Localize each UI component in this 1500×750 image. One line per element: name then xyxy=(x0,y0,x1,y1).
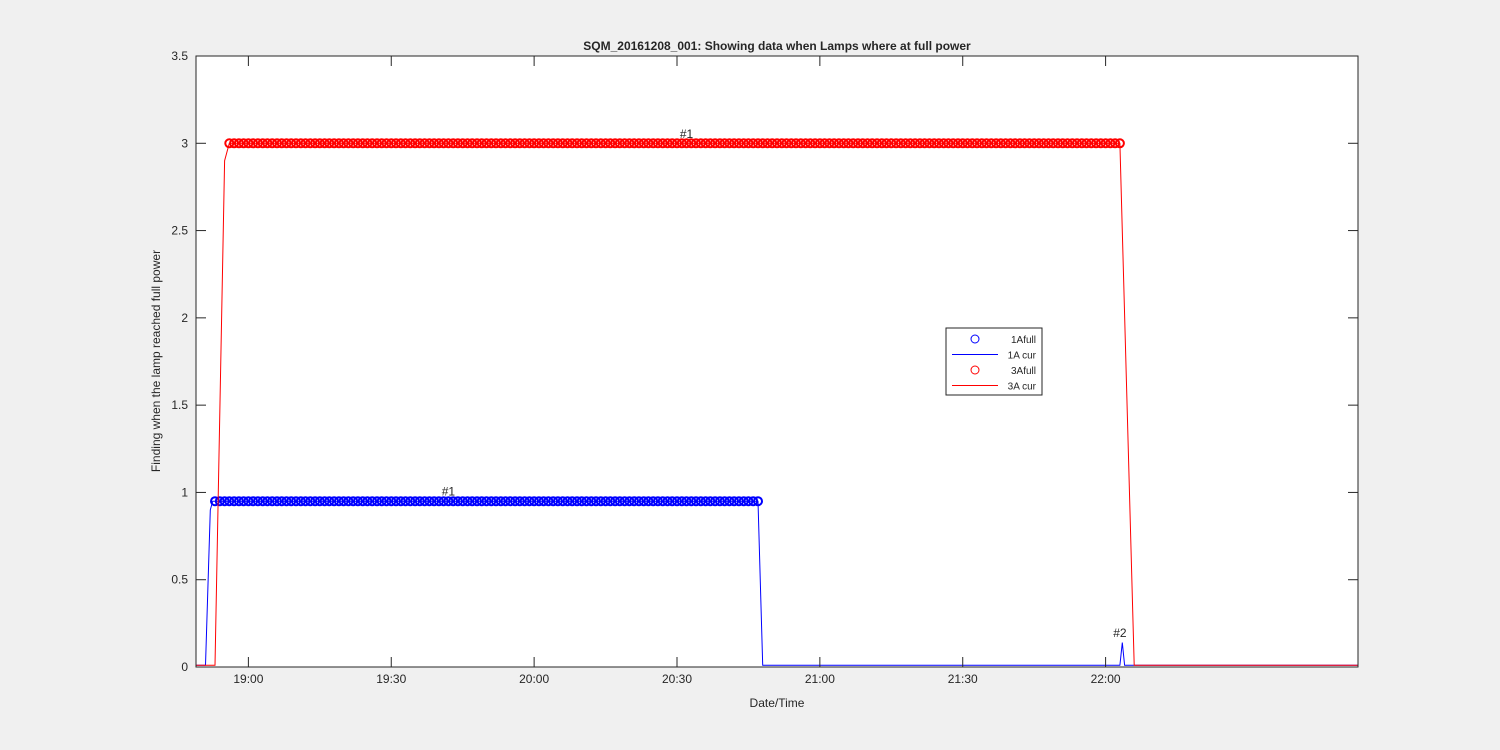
legend-marker-swatch xyxy=(970,334,980,344)
x-tick-label: 20:00 xyxy=(519,672,549,686)
y-tick-label: 1.5 xyxy=(171,398,188,412)
legend-label: 3Afull xyxy=(1011,366,1036,377)
ticks-layer: 19:00 19:30 20:00 20:30 21:00 21:30 22:00 0 0.5 1… xyxy=(171,49,1358,686)
annotations-layer: #1 #1 #2 xyxy=(442,127,1127,640)
annotation-label: #1 xyxy=(442,485,456,499)
y-tick-label: 2.5 xyxy=(171,224,188,238)
annotation-label: #1 xyxy=(680,127,694,141)
x-tick-label: 19:30 xyxy=(376,672,406,686)
legend-marker-swatch xyxy=(970,365,980,375)
y-tick-label: 2 xyxy=(181,311,188,325)
legend-label: 1Afull xyxy=(1011,335,1036,346)
series-line-3 xyxy=(196,142,1358,666)
legend: 1Afull 1A cur 3Afull 3A cur xyxy=(945,327,1043,396)
x-tick-label: 22:00 xyxy=(1091,672,1121,686)
annotation-label: #2 xyxy=(1113,626,1127,640)
legend-label: 3A cur xyxy=(1008,382,1037,393)
x-tick-label: 20:30 xyxy=(662,672,692,686)
y-tick-label: 0.5 xyxy=(171,573,188,587)
legend-label: 1A cur xyxy=(1008,351,1037,362)
y-tick-label: 3 xyxy=(181,136,188,150)
chart-title: SQM_20161208_001: Showing data when Lamp… xyxy=(583,39,971,53)
plot-area xyxy=(196,56,1358,667)
legend-box xyxy=(945,327,1043,396)
x-tick-label: 21:30 xyxy=(948,672,978,686)
x-axis-label: Date/Time xyxy=(750,696,805,710)
y-tick-label: 0 xyxy=(181,660,188,674)
y-axis-label: Finding when the lamp reached full power xyxy=(149,250,163,472)
marks-layer xyxy=(196,138,1358,666)
axes-box xyxy=(195,55,1359,668)
y-tick-label: 3.5 xyxy=(171,49,188,63)
series-line-1 xyxy=(196,500,1358,666)
x-tick-label: 19:00 xyxy=(233,672,263,686)
y-tick-label: 1 xyxy=(181,485,188,499)
x-tick-label: 21:00 xyxy=(805,672,835,686)
